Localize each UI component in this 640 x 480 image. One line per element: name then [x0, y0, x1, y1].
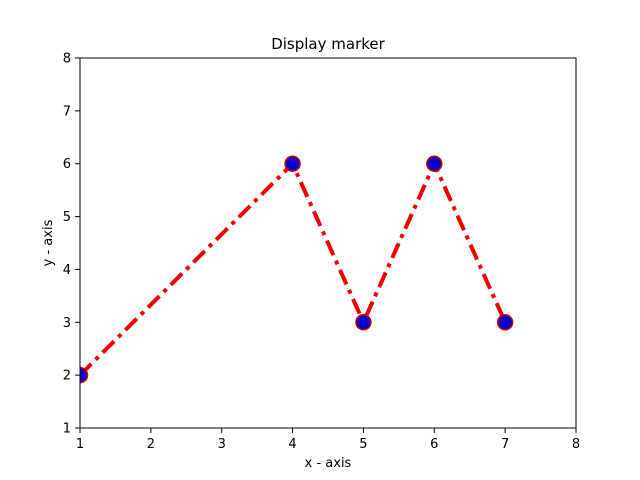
y-axis-label: y - axis — [41, 219, 56, 266]
x-tick-label: 4 — [288, 437, 296, 452]
y-tick-label: 2 — [63, 369, 71, 384]
x-tick-label: 1 — [76, 437, 84, 452]
x-tick-label: 8 — [572, 437, 580, 452]
x-axis-label: x - axis — [305, 456, 352, 471]
y-tick-label: 5 — [63, 210, 71, 225]
y-tick-label: 1 — [63, 422, 71, 437]
data-point-marker — [426, 155, 443, 172]
plot-layer — [80, 155, 514, 384]
data-point-marker — [284, 155, 301, 172]
x-tick-label: 2 — [147, 437, 155, 452]
plot-frame — [79, 57, 577, 429]
y-tick-label: 3 — [63, 316, 71, 331]
x-tick-label: 3 — [218, 437, 226, 452]
data-point-marker — [355, 314, 372, 331]
y-tick-label: 4 — [63, 263, 71, 278]
ticks-layer: 1 2 3 4 5 6 7 8 1 2 3 4 5 6 7 8 — [63, 52, 580, 453]
x-tick-label: 7 — [501, 437, 509, 452]
data-point-marker — [496, 314, 514, 331]
y-tick-label: 6 — [63, 157, 71, 172]
chart-title: Display marker — [271, 35, 385, 53]
data-point-marker — [80, 366, 89, 384]
y-tick-label: 8 — [63, 52, 71, 67]
x-tick-label: 5 — [359, 437, 367, 452]
y-tick-label: 7 — [63, 104, 71, 119]
x-tick-label: 6 — [430, 437, 438, 452]
series-group — [80, 155, 514, 384]
